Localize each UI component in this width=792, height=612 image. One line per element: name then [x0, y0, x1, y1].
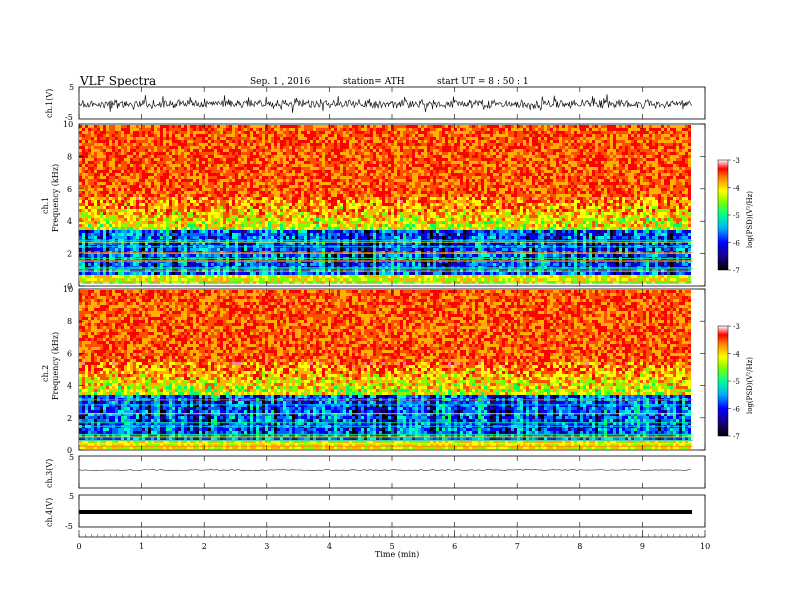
time-axis-tick-label: 9 [640, 542, 645, 551]
spec-ytick-label: 10 [63, 120, 73, 129]
ch4-wave-ytick-bottom: -5 [65, 522, 73, 531]
time-axis-tick-label: 4 [327, 542, 332, 551]
colorbar-tick-label: -6 [733, 406, 740, 414]
spec-ytick-label: 6 [67, 185, 72, 194]
ch2-spec-ylabel-freq: Frequency (kHz) [51, 332, 60, 400]
ch1-waveform-panel: 5 -5 ch.1(V) [45, 83, 705, 122]
time-axis-tick-label: 3 [264, 542, 269, 551]
vlf-spectra-figure: VLF Spectra Sep. 1 , 2016 station= ATH s… [0, 0, 792, 612]
ch1-colorbar: -3 -4 -5 -6 -7 log(PSD)(V²/Hz) [718, 157, 754, 275]
time-axis-tick-label: 8 [577, 542, 582, 551]
ch2-spec-ylabel-ch: ch.2 [41, 365, 50, 382]
time-axis-tick-label: 0 [77, 542, 82, 551]
ch4-wave-ylabel: ch.4(V) [45, 498, 54, 527]
spec-ytick-label: 2 [67, 250, 72, 259]
ch1-spectrogram-image [79, 125, 693, 284]
ch2-colorbar-label: log(PSD)(V²/Hz) [746, 357, 754, 414]
ch1-colorbar-label: log(PSD)(V²/Hz) [746, 191, 754, 248]
colorbar-tick-label: -4 [733, 185, 740, 193]
spec-ytick-label: 4 [67, 217, 72, 226]
ch3-wave-ylabel: ch.3(V) [45, 459, 54, 488]
ch1-waveform-line [79, 94, 692, 113]
time-axis-tick-label: 1 [139, 542, 144, 551]
ch3-waveform-line [79, 469, 691, 470]
spec-ytick-label: 8 [67, 317, 72, 326]
time-axis-tick-label: 2 [202, 542, 207, 551]
start-ut-label: start UT = 8 : 50 : 1 [437, 77, 529, 87]
colorbar-tick-label: -3 [733, 157, 740, 165]
spec-ytick-label: 2 [67, 414, 72, 423]
colorbar-tick-label: -5 [733, 378, 740, 386]
time-axis-tick-label: 6 [452, 542, 457, 551]
ch1-spec-ylabel-freq: Frequency (kHz) [51, 164, 60, 232]
colorbar-tick-label: -3 [733, 323, 740, 331]
time-axis-tick-label: 10 [700, 542, 710, 551]
ch3-waveform-panel: 5 ch.3(V) [45, 453, 705, 488]
ch4-wave-ytick-top: 5 [69, 492, 74, 501]
time-axis-label: Time (min) [375, 550, 419, 559]
ch2-colorbar: -3 -4 -5 -6 -7 log(PSD)(V²/Hz) [718, 323, 754, 441]
colorbar-tick-label: -7 [733, 433, 740, 441]
ch4-waveform-panel: 5 -5 ch.4(V) [45, 492, 705, 531]
colorbar-tick-label: -4 [733, 351, 740, 359]
station-label: station= ATH [343, 77, 405, 87]
ch1-wave-ytick-top: 5 [69, 83, 74, 92]
ch3-wave-ytick-top: 5 [69, 453, 74, 462]
time-axis-tick-label: 7 [515, 542, 520, 551]
spec-ytick-label: 4 [67, 382, 72, 391]
ch1-wave-ylabel: ch.1(V) [45, 89, 54, 118]
colorbar-tick-label: -5 [733, 212, 740, 220]
spec-ytick-label: 10 [63, 285, 73, 294]
spec-ytick-label: 8 [67, 152, 72, 161]
colorbar-tick-label: -6 [733, 240, 740, 248]
spec-ytick-label: 6 [67, 349, 72, 358]
colorbar-tick-label: -7 [733, 267, 740, 275]
ch2-spectrogram-image [79, 290, 693, 449]
ch1-spec-ylabel-ch: ch.1 [41, 197, 50, 214]
figure-title: VLF Spectra [79, 74, 156, 88]
date-label: Sep. 1 , 2016 [250, 77, 310, 87]
